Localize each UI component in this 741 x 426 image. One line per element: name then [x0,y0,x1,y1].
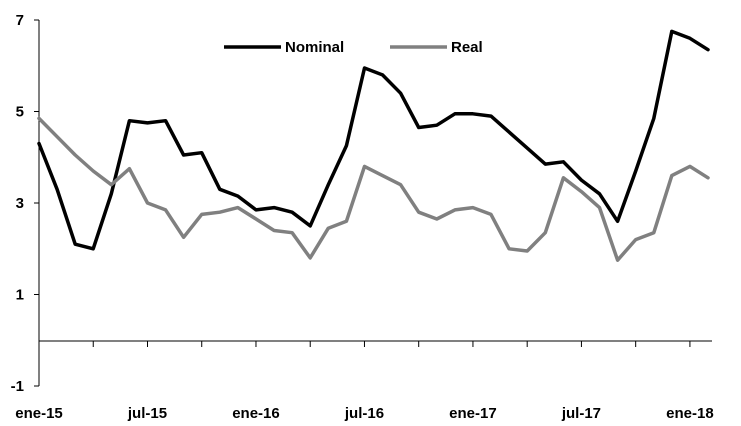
y-tick-label: 3 [16,195,24,212]
chart-axes [38,20,712,386]
x-tick-label: jul-16 [344,405,384,422]
x-axis-ticks: ene-15 jul-15 ene-16 jul-16 ene-17 jul-17 ene-… [15,341,714,422]
x-tick-label: ene-15 [15,405,63,422]
y-tick-label: 5 [16,104,24,121]
series-line-real [37,116,710,262]
legend: Nominal Real [224,39,483,56]
y-tick-label: -1 [11,378,24,395]
legend-label-real: Real [451,39,483,56]
y-axis-ticks: -1 1 3 5 7 [11,12,39,395]
legend-label-nominal: Nominal [285,39,344,56]
series-line-nominal [37,29,710,251]
x-tick-label: ene-17 [449,405,497,422]
x-tick-label: jul-17 [561,405,601,422]
x-tick-label: ene-18 [666,405,714,422]
y-tick-label: 7 [16,12,24,29]
y-tick-label: 1 [16,287,24,304]
series-lines [37,29,710,262]
x-tick-label: jul-15 [127,405,167,422]
x-tick-label: ene-16 [232,405,280,422]
